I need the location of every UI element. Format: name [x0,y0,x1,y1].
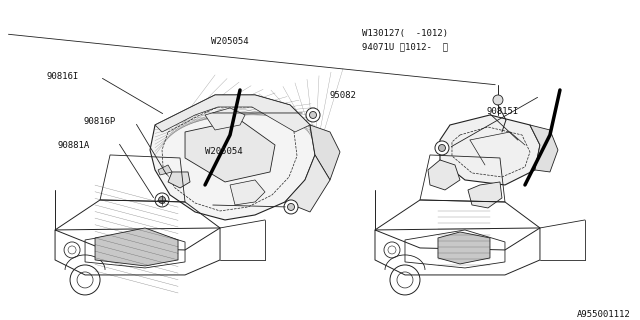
Polygon shape [158,165,172,175]
Polygon shape [468,182,502,208]
Polygon shape [428,160,460,190]
Polygon shape [438,232,490,264]
Polygon shape [440,115,540,185]
Polygon shape [230,180,265,205]
Circle shape [284,200,298,214]
Text: A955001112: A955001112 [577,310,630,319]
Text: 90815I: 90815I [486,108,518,116]
Polygon shape [150,95,315,220]
Circle shape [435,141,449,155]
Text: 90881A: 90881A [58,141,90,150]
Circle shape [310,111,317,118]
Text: W130127(  -1012): W130127( -1012) [362,29,447,38]
Polygon shape [185,120,275,182]
Circle shape [287,204,294,211]
Polygon shape [205,108,245,130]
Circle shape [155,193,169,207]
Circle shape [306,108,320,122]
Text: W205054: W205054 [205,147,243,156]
Circle shape [159,196,166,204]
Text: 94071U 〈1012-  〉: 94071U 〈1012- 〉 [362,42,447,51]
Text: 90816I: 90816I [46,72,78,81]
Text: 95082: 95082 [330,92,356,100]
Polygon shape [168,172,190,188]
Polygon shape [310,125,340,180]
Polygon shape [530,125,558,172]
Text: W205054: W205054 [211,37,249,46]
Polygon shape [155,95,310,132]
Circle shape [438,144,445,151]
Polygon shape [95,228,178,266]
Polygon shape [285,155,330,212]
Text: 90816P: 90816P [83,117,115,126]
Circle shape [493,95,503,105]
